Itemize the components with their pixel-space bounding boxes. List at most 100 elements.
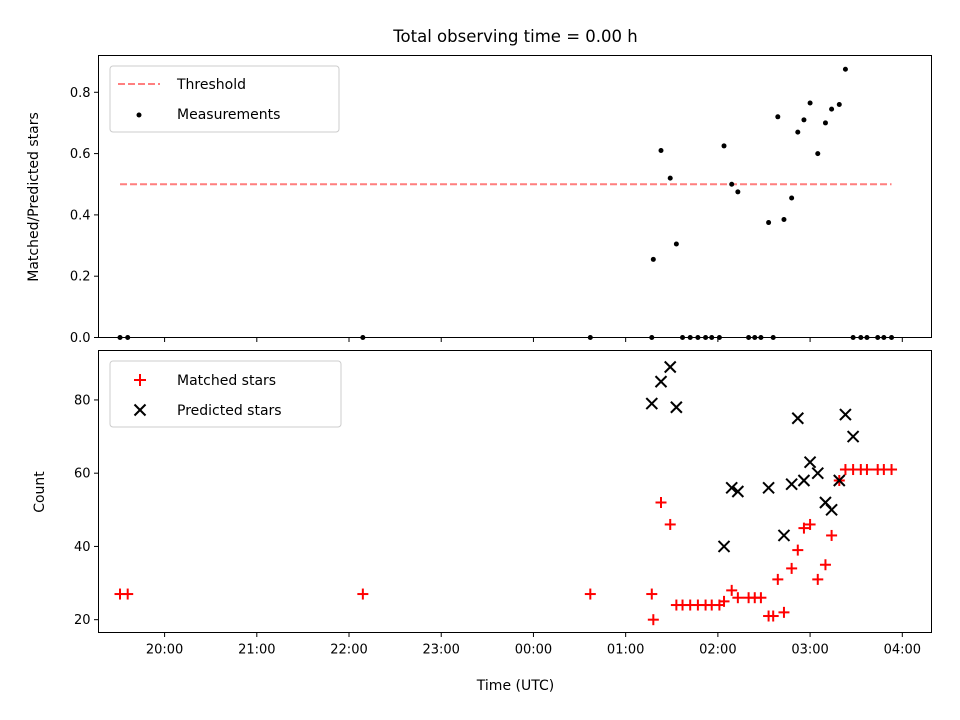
measurement-point [687, 335, 693, 340]
measurement-point [716, 335, 722, 340]
top-y-ticks: 0.0 0.2 0.4 0.6 0.8 [70, 86, 99, 346]
legend-measurements-label: Measurements [177, 107, 280, 123]
x-tick-label: 23:00 [422, 643, 459, 658]
top-y-tick-label: 0.0 [70, 331, 91, 346]
legend-measurements-swatch [136, 112, 142, 118]
measurement-point [770, 335, 776, 340]
legend-predicted-label: Predicted stars [177, 403, 282, 419]
matched-point [798, 522, 810, 534]
predicted-point [833, 474, 846, 487]
measurement-point [881, 335, 887, 340]
measurement-point [801, 117, 807, 123]
matched-point [732, 592, 744, 604]
matched-point [357, 588, 369, 600]
predicted-point [791, 412, 804, 425]
predicted-point [725, 481, 738, 495]
measurement-point [649, 335, 655, 340]
matched-point [655, 496, 667, 508]
measurement-point [752, 335, 758, 340]
measurement-point [650, 256, 656, 262]
measurement-point [695, 335, 701, 340]
measurement-point [360, 335, 366, 340]
matched-point [778, 606, 790, 618]
measurement-point [875, 335, 881, 340]
measurement-point [815, 151, 821, 157]
top-series-group [117, 66, 895, 340]
bottom-y-tick-label: 60 [74, 467, 91, 482]
x-tick-label: 01:00 [607, 643, 644, 658]
bottom-legend: Matched stars Predicted stars [109, 360, 342, 428]
predicted-point [762, 481, 775, 495]
matched-point [826, 529, 838, 541]
matched-point [646, 588, 658, 600]
measurement-point [680, 335, 686, 340]
x-tick-label: 04:00 [884, 643, 921, 658]
top-panel: Matched/Predicted stars 0.00.20.40.60.8 … [26, 55, 932, 346]
predicted-point [825, 503, 838, 517]
bottom-y-tick-label: 80 [74, 393, 91, 408]
x-tick-label: 22:00 [330, 643, 367, 658]
matched-point [122, 588, 134, 600]
x-tick-label: 00:00 [515, 643, 552, 658]
measurement-point [829, 106, 835, 112]
predicted-point [785, 477, 798, 491]
measurement-point [587, 335, 593, 340]
measurement-point [758, 335, 764, 340]
matched-point [718, 595, 730, 607]
matched-point [726, 584, 738, 596]
predicted-point [645, 397, 658, 410]
x-tick-label: 20:00 [146, 643, 183, 658]
predicted-point [839, 408, 852, 421]
legend-matched-swatch [134, 374, 146, 386]
predicted-point [797, 474, 811, 487]
measurement-point [864, 335, 870, 340]
measurement-point [703, 335, 709, 340]
matched-point [584, 588, 596, 600]
measurement-point [746, 335, 752, 340]
predicted-point [846, 430, 860, 443]
x-axis-label: Time (UTC) [476, 678, 554, 694]
measurement-point [842, 66, 848, 72]
bottom-y-axis-label: Count [32, 471, 48, 513]
predicted-point [664, 360, 677, 374]
top-y-tick-label: 0.8 [70, 86, 91, 101]
bottom-series-2 [846, 430, 860, 443]
measurement-point [735, 189, 741, 195]
measurement-point [721, 143, 727, 149]
measurement-point [789, 195, 795, 201]
predicted-point [803, 455, 817, 469]
measurement-point [781, 216, 787, 222]
measurement-point [667, 175, 673, 181]
measurement-point [125, 335, 131, 340]
measurement-point [858, 335, 864, 340]
bottom-series-0 [114, 464, 898, 626]
bottom-legend-box [109, 360, 342, 428]
bottom-series-1 [645, 360, 852, 553]
x-tick-label: 02:00 [699, 643, 736, 658]
matched-point [786, 562, 798, 574]
bottom-series-group [114, 360, 898, 626]
matched-point [767, 610, 779, 622]
bottom-y-tick-label: 40 [74, 540, 91, 555]
measurement-point [889, 335, 895, 340]
measurement-point [673, 241, 679, 247]
measurement-point [775, 114, 781, 120]
matched-point [812, 573, 824, 585]
measurement-point [836, 102, 842, 108]
predicted-point [731, 485, 745, 498]
predicted-point [654, 375, 668, 388]
top-series-1 [117, 66, 895, 340]
top-legend-box [109, 65, 340, 133]
chart-title: Total observing time = 0.00 h [392, 27, 637, 46]
predicted-point [670, 401, 683, 414]
measurement-point [795, 129, 801, 135]
top-y-tick-label: 0.6 [70, 147, 91, 162]
measurement-point [766, 220, 772, 226]
bottom-plot-frame [98, 350, 932, 633]
top-plot-frame [98, 55, 932, 338]
matched-point [755, 592, 767, 604]
top-legend: Threshold Measurements [109, 65, 340, 133]
legend-matched-label: Matched stars [177, 373, 276, 389]
predicted-point [777, 529, 791, 542]
